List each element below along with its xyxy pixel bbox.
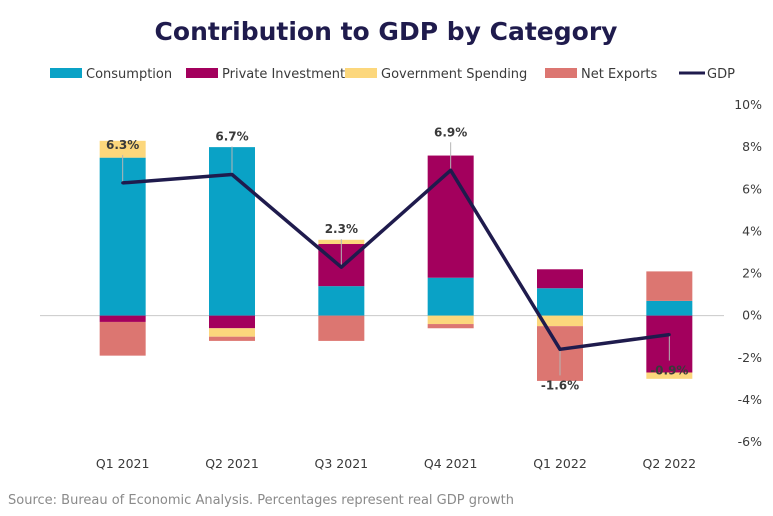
x-category-label: Q1 2021 <box>96 456 150 471</box>
bar-segment <box>209 315 255 329</box>
bar-segment <box>427 315 474 325</box>
legend-swatch <box>50 68 82 78</box>
x-category-label: Q2 2021 <box>205 456 259 471</box>
x-category-label: Q4 2021 <box>424 456 478 471</box>
gdp-data-label: 6.9% <box>434 125 467 139</box>
gdp-data-label: -1.6% <box>541 378 579 392</box>
y-tick-label: 4% <box>742 223 762 238</box>
y-tick-label: 0% <box>742 308 762 323</box>
legend: Consumption Private Investment Government … <box>50 67 735 82</box>
bar-segment <box>427 324 474 329</box>
bar-segment <box>209 336 255 341</box>
y-tick-label: 2% <box>742 266 762 281</box>
data-labels: 6.3% 6.7% 2.3% 6.9% -1.6% -0.9% <box>106 125 688 392</box>
gdp-data-label: 6.3% <box>106 138 139 152</box>
bar-segment <box>537 288 583 316</box>
bar-segment <box>99 321 146 356</box>
gdp-point <box>230 173 234 177</box>
legend-label: Net Exports <box>581 67 658 82</box>
bar-segment <box>646 271 693 301</box>
gdp-data-label: -0.9% <box>650 364 688 378</box>
bar-segment <box>537 315 583 327</box>
x-axis: Q1 2021 Q2 2021 Q3 2021 Q4 2021 Q1 2022 Q2 20… <box>96 456 696 471</box>
y-tick-label: -2% <box>738 350 762 365</box>
y-axis: 10% 8% 6% 4% 2% 0% -2% -4% -6% <box>734 97 762 449</box>
label-leaders <box>122 142 670 376</box>
x-category-label: Q1 2022 <box>533 456 587 471</box>
gdp-point <box>558 347 562 351</box>
gdp-point <box>121 181 125 185</box>
gdp-line <box>122 168 670 352</box>
gdp-point <box>339 265 343 269</box>
x-category-label: Q2 2022 <box>643 456 697 471</box>
bar-segment <box>427 155 474 278</box>
gdp-data-label: 6.7% <box>215 130 248 144</box>
gdp-line-group <box>121 168 671 352</box>
legend-swatch <box>186 68 218 78</box>
bar-segment <box>646 300 693 316</box>
chart-title: Contribution to GDP by Category <box>155 17 618 46</box>
y-tick-label: 6% <box>742 181 762 196</box>
bar-segment <box>318 315 365 341</box>
gdp-data-label: 2.3% <box>325 222 358 236</box>
gdp-point <box>667 333 671 337</box>
bar-segment <box>318 286 365 316</box>
legend-swatch <box>545 68 577 78</box>
legend-label: Government Spending <box>381 67 527 82</box>
y-tick-label: 10% <box>734 97 762 112</box>
bar-segment <box>537 269 583 289</box>
x-category-label: Q3 2021 <box>315 456 369 471</box>
legend-swatch <box>345 68 377 78</box>
bar-segment <box>427 277 474 316</box>
y-tick-label: 8% <box>742 139 762 154</box>
y-tick-label: -4% <box>738 392 762 407</box>
legend-label: Private Investment <box>222 67 345 82</box>
legend-label: Consumption <box>86 67 172 82</box>
source-note: Source: Bureau of Economic Analysis. Per… <box>8 493 514 508</box>
bar-segment <box>646 372 693 379</box>
bar-segment <box>99 140 146 158</box>
legend-label: GDP <box>707 67 735 82</box>
gdp-point <box>449 168 453 172</box>
bar-segment <box>99 315 146 322</box>
bar-segment <box>209 328 255 337</box>
y-tick-label: -6% <box>738 434 762 449</box>
